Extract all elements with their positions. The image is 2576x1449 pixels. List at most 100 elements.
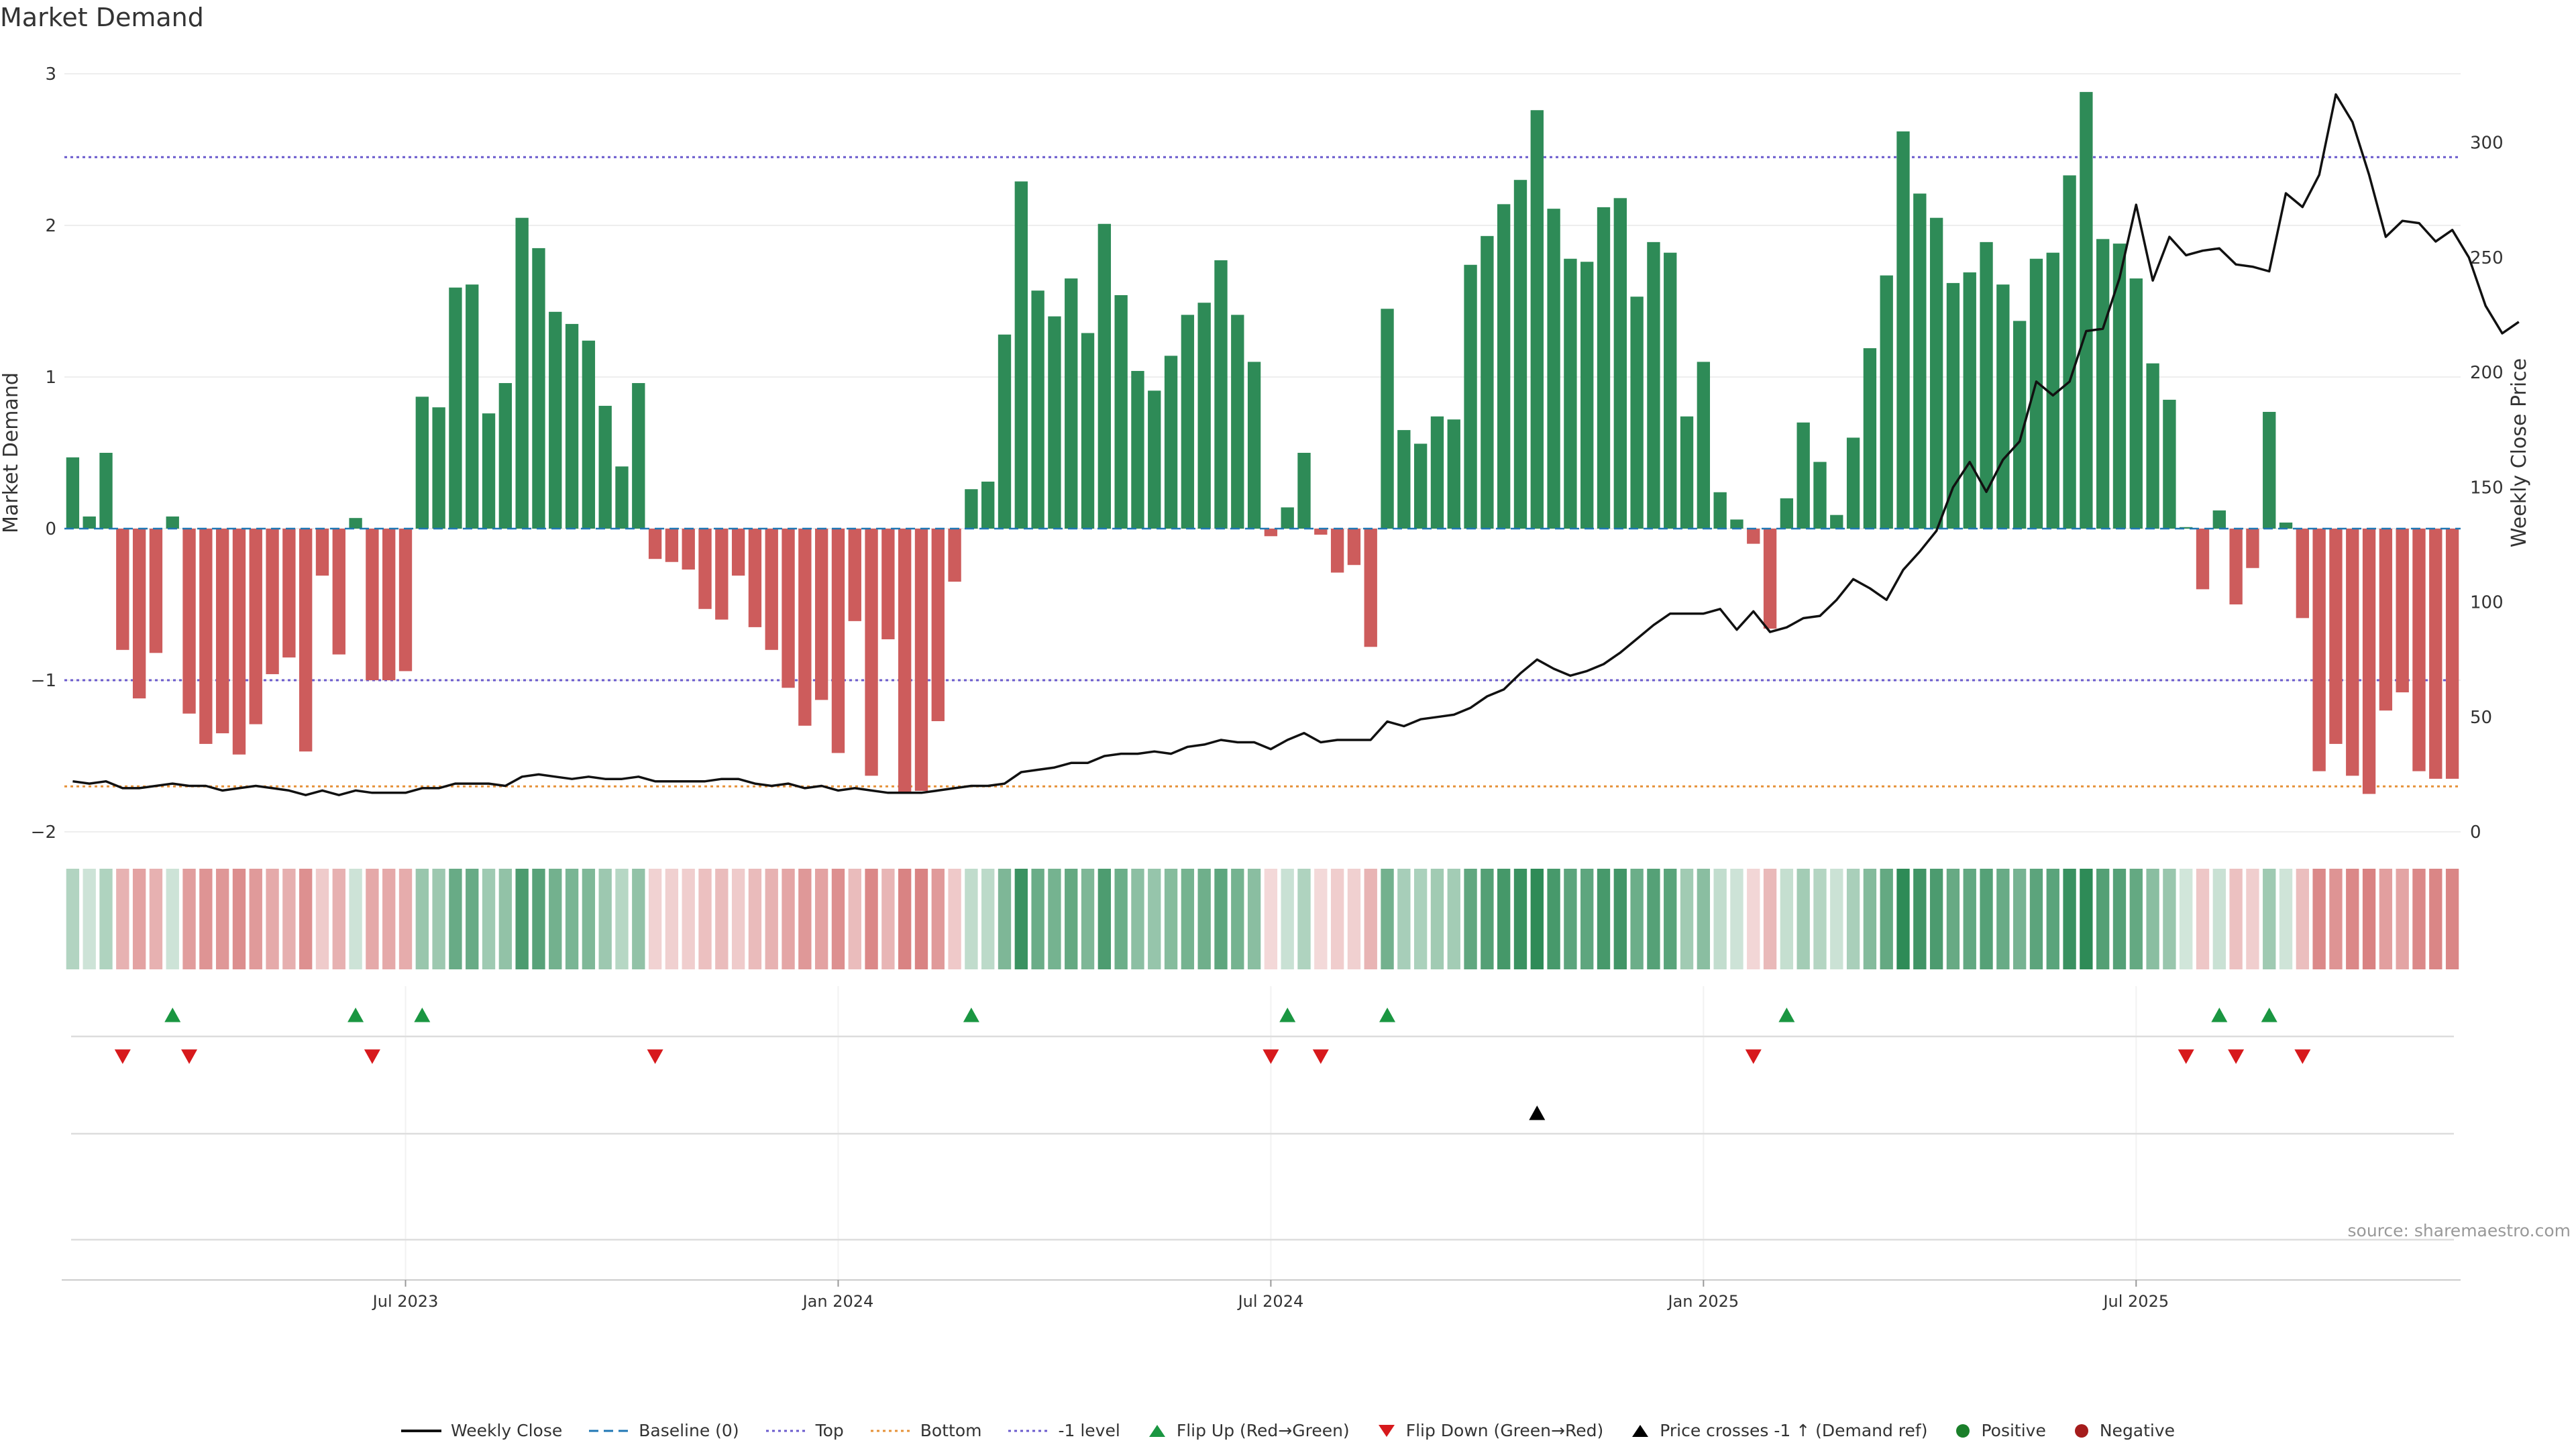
- demand-heat-cell: [2279, 869, 2293, 969]
- demand-bar: [2429, 529, 2443, 779]
- demand-bar: [1996, 284, 2010, 529]
- demand-bar: [831, 529, 845, 753]
- demand-heat-cell: [482, 869, 496, 969]
- legend-label-baseline: Baseline (0): [639, 1421, 739, 1440]
- x-tick-label: Jan 2024: [802, 1292, 874, 1311]
- demand-heat-cell: [1913, 869, 1927, 969]
- demand-heat-cell: [149, 869, 163, 969]
- demand-bar: [449, 287, 462, 529]
- demand-bar: [1564, 258, 1577, 529]
- demand-heat-cell: [898, 869, 912, 969]
- flip-down-marker: [2228, 1049, 2245, 1064]
- demand-bar: [1197, 303, 1211, 529]
- flip-up-icon: [1148, 1424, 1165, 1437]
- demand-bar: [1680, 416, 1694, 529]
- demand-heat-cell: [1314, 869, 1328, 969]
- y2-tick-label: 200: [2470, 363, 2504, 383]
- demand-bar: [1114, 294, 1128, 529]
- demand-bar: [1530, 110, 1544, 529]
- demand-heat-cell: [282, 869, 296, 969]
- demand-bar: [1497, 204, 1511, 529]
- demand-bar: [2196, 529, 2210, 590]
- demand-heat-cell: [1181, 869, 1195, 969]
- demand-bar: [1481, 235, 1494, 529]
- demand-heat-cell: [1413, 869, 1428, 969]
- demand-bar: [1929, 217, 1943, 529]
- demand-bar: [2080, 92, 2093, 529]
- demand-bar: [199, 529, 213, 744]
- demand-heat-cell: [1065, 869, 1078, 969]
- demand-bar: [66, 457, 80, 529]
- demand-bar: [598, 405, 612, 529]
- demand-heat-cell: [2029, 869, 2043, 969]
- demand-bar: [798, 529, 812, 726]
- demand-bar: [2046, 252, 2059, 529]
- demand-heat-cell: [1630, 869, 1644, 969]
- demand-heat-cell: [865, 869, 878, 969]
- demand-bar: [1231, 315, 1244, 529]
- demand-bar: [2229, 529, 2243, 604]
- demand-bar: [166, 516, 179, 529]
- legend-item-minus1: -1 level: [1008, 1421, 1120, 1440]
- flip-down-marker: [2178, 1049, 2194, 1064]
- demand-heat-cell: [1597, 869, 1611, 969]
- legend-item-positive: Positive: [1954, 1421, 2046, 1440]
- demand-heat-cell: [1980, 869, 1993, 969]
- y2-tick-label: 50: [2470, 708, 2492, 728]
- demand-heat-cell: [1048, 869, 1061, 969]
- demand-heat-cell: [532, 869, 545, 969]
- legend-label-weekly-close: Weekly Close: [450, 1421, 563, 1440]
- demand-bar: [1630, 297, 1644, 529]
- demand-heat-cell: [1796, 869, 1810, 969]
- flip-up-marker: [414, 1008, 431, 1022]
- flip-down-marker: [2294, 1049, 2311, 1064]
- demand-heat-cell: [1014, 869, 1028, 969]
- demand-heat-cell: [1364, 869, 1377, 969]
- demand-heat-cell: [83, 869, 96, 969]
- demand-heat-cell: [2379, 869, 2393, 969]
- demand-heat-cell: [2229, 869, 2243, 969]
- legend-label-top: Top: [815, 1421, 844, 1440]
- legend-item-bottom: Bottom: [870, 1421, 981, 1440]
- legend-label-cross: Price crosses -1 ↑ (Demand ref): [1660, 1421, 1928, 1440]
- demand-heat-cell: [466, 869, 479, 969]
- demand-bar: [814, 529, 828, 700]
- demand-heat-cell: [182, 869, 196, 969]
- demand-heat-cell: [914, 869, 928, 969]
- demand-bar: [2096, 239, 2110, 529]
- demand-heat-cell: [715, 869, 729, 969]
- demand-bar: [1813, 462, 1827, 529]
- demand-heat-cell: [1613, 869, 1627, 969]
- flip-down-marker: [364, 1049, 380, 1064]
- demand-heat-cell: [1513, 869, 1527, 969]
- demand-bar: [1980, 241, 1993, 529]
- demand-heat-cell: [615, 869, 629, 969]
- demand-bar: [881, 529, 895, 639]
- demand-heat-cell: [2163, 869, 2176, 969]
- demand-bar: [1796, 422, 1810, 529]
- demand-bar: [1880, 275, 1893, 529]
- demand-heat-cell: [366, 869, 379, 969]
- demand-bar: [731, 529, 745, 576]
- legend-item-negative: Negative: [2073, 1421, 2175, 1440]
- demand-heat-cell: [66, 869, 80, 969]
- demand-heat-cell: [1381, 869, 1394, 969]
- demand-heat-cell: [1680, 869, 1694, 969]
- demand-heat-cell: [765, 869, 778, 969]
- demand-bar: [1381, 309, 1394, 529]
- demand-heat-cell: [1846, 869, 1860, 969]
- demand-bar: [1730, 519, 1743, 529]
- demand-heat-cell: [1880, 869, 1893, 969]
- demand-bar: [2279, 522, 2293, 529]
- demand-bar: [1664, 252, 1677, 529]
- demand-heat-cell: [382, 869, 396, 969]
- demand-heat-cell: [2096, 869, 2110, 969]
- y2-tick-label: 0: [2470, 822, 2481, 843]
- demand-bar: [615, 466, 629, 529]
- y-tick-label: 0: [45, 519, 56, 539]
- legend-item-top: Top: [765, 1421, 844, 1440]
- flip-down-marker: [647, 1049, 663, 1064]
- demand-heat-cell: [1963, 869, 1976, 969]
- demand-bar: [249, 529, 262, 724]
